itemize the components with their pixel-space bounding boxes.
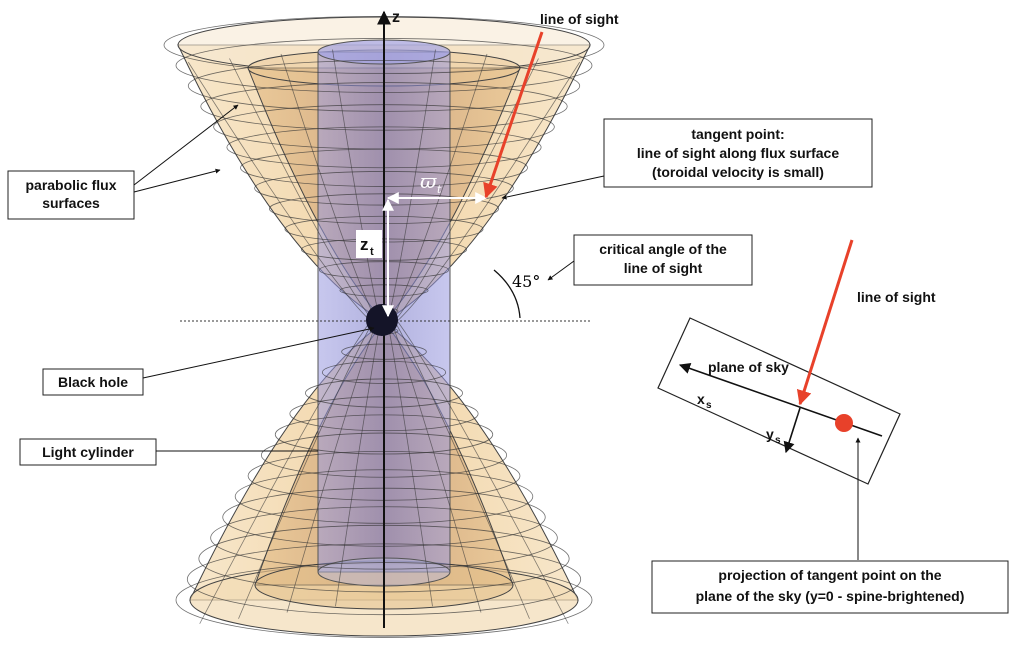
svg-text:Light cylinder: Light cylinder <box>42 444 134 460</box>
svg-text:y: y <box>766 426 774 442</box>
svg-text:(toroidal velocity is small): (toroidal velocity is small) <box>652 164 824 180</box>
svg-text:tangent point:: tangent point: <box>691 126 784 142</box>
tangent-point-callout: tangent point: line of sight along flux … <box>501 118 873 200</box>
svg-text:line of sight along flux surfa: line of sight along flux surface <box>637 145 839 161</box>
critical-angle-arc <box>493 269 521 319</box>
svg-text:projection of tangent point on: projection of tangent point on the <box>718 567 941 583</box>
critical-angle-value: 45° <box>512 272 540 291</box>
svg-text:plane of the sky (y=0 - spine-: plane of the sky (y=0 - spine-brightened… <box>696 588 965 604</box>
projection-point <box>835 414 853 432</box>
svg-text:x: x <box>697 391 705 407</box>
parabolic-flux-callout: parabolic flux surfaces <box>7 104 239 220</box>
light-cylinder-callout: Light cylinder <box>19 438 318 466</box>
line-of-sight-arrow-main <box>483 31 544 199</box>
line-of-sight-label-top: line of sight <box>540 11 619 27</box>
svg-text:s: s <box>775 435 781 446</box>
z-t-label: z <box>360 235 369 254</box>
black-hole-callout: Black hole <box>42 326 375 396</box>
z-t-label-bg <box>356 230 382 258</box>
y-s-axis <box>783 407 801 454</box>
z-t-sub: t <box>370 246 374 258</box>
svg-text:Black hole: Black hole <box>58 374 128 390</box>
varpi-t-sub: t <box>437 183 442 196</box>
projection-callout: projection of tangent point on the plane… <box>651 560 1009 614</box>
svg-text:critical angle of the: critical angle of the <box>599 241 727 257</box>
svg-text:plane of sky: plane of sky <box>708 359 789 375</box>
svg-text:surfaces: surfaces <box>42 195 100 211</box>
svg-text:line of sight: line of sight <box>857 289 936 305</box>
svg-text:line of sight: line of sight <box>624 260 703 276</box>
line-of-sight-arrow-inset <box>796 239 854 406</box>
z-axis-label: z <box>392 9 400 26</box>
varpi-t-label: ϖ <box>420 169 437 193</box>
plane-of-sky-inset: plane of sky x s y s line of sight <box>657 239 936 560</box>
svg-text:s: s <box>706 400 712 411</box>
black-hole-dot <box>366 304 398 336</box>
critical-angle-callout: critical angle of the line of sight <box>547 234 753 286</box>
svg-text:parabolic flux: parabolic flux <box>25 177 116 193</box>
